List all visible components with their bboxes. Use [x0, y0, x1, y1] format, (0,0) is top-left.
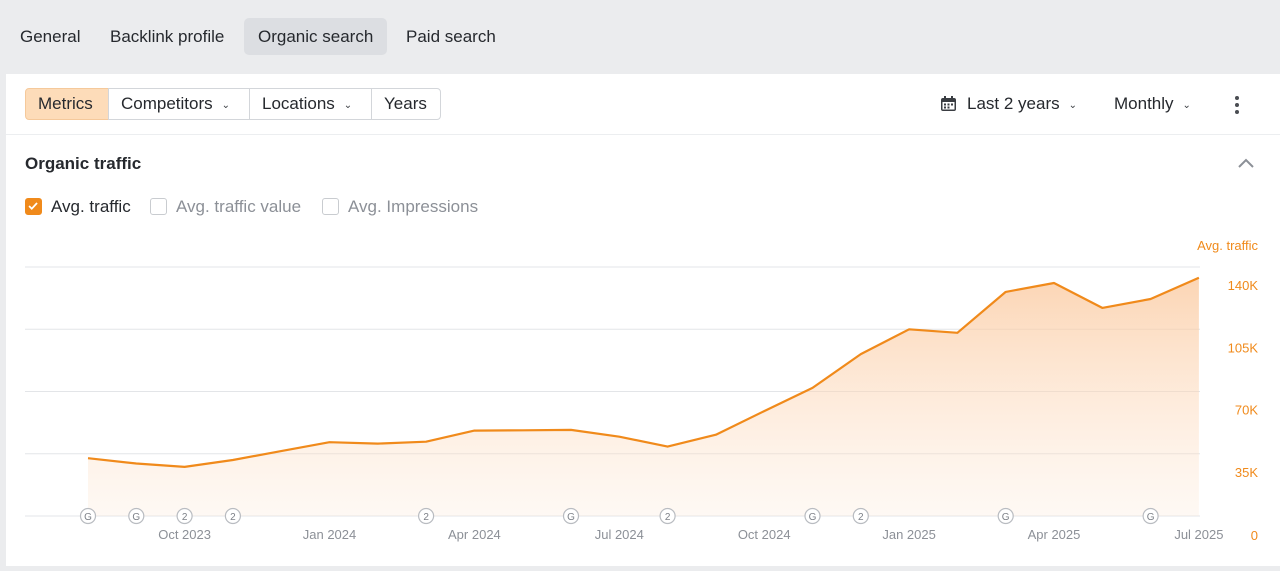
competitors-dropdown[interactable]: Competitors ⌄ — [108, 88, 250, 120]
check-icon — [26, 199, 41, 214]
avg-impressions-label[interactable]: Avg. Impressions — [348, 197, 478, 217]
avg-traffic-value-label[interactable]: Avg. traffic value — [176, 197, 301, 217]
interval-dropdown[interactable]: Monthly ⌄ — [1114, 88, 1191, 120]
annotation-marker-label: G — [1147, 512, 1155, 523]
y-axis-label: Avg. traffic — [1197, 238, 1258, 253]
x-tick-label: Apr 2024 — [448, 527, 501, 542]
more-options-icon[interactable] — [1229, 94, 1245, 116]
annotation-marker-label: 2 — [182, 512, 188, 523]
y-tick-label: 0 — [1251, 528, 1258, 543]
years-label: Years — [384, 94, 427, 113]
chevron-up-icon[interactable] — [1237, 156, 1255, 170]
date-range-label: Last 2 years — [967, 94, 1060, 113]
avg-traffic-value-checkbox[interactable] — [150, 198, 167, 215]
y-tick-label: 105K — [1228, 340, 1259, 355]
traffic-area — [88, 278, 1199, 516]
x-tick-label: Jul 2025 — [1174, 527, 1223, 542]
tab-paid-search[interactable]: Paid search — [392, 18, 510, 55]
chart-svg: G G 2 2 2 G 2 G 2 G G Oct 2023 Jan 2024 Apr 2024 Jul … — [0, 230, 1280, 566]
avg-impressions-checkbox[interactable] — [322, 198, 339, 215]
interval-label: Monthly — [1114, 94, 1174, 113]
calendar-icon — [940, 96, 957, 112]
annotation-marker-label: 2 — [858, 512, 864, 523]
annotation-marker-label: G — [1002, 512, 1010, 523]
annotation-marker-label: G — [809, 512, 817, 523]
x-tick-label: Oct 2023 — [158, 527, 211, 542]
x-tick-label: Jan 2025 — [882, 527, 936, 542]
avg-traffic-checkbox[interactable] — [25, 198, 42, 215]
metrics-button[interactable]: Metrics — [25, 88, 109, 120]
tab-backlink-profile[interactable]: Backlink profile — [96, 18, 238, 55]
chevron-down-icon: ⌄ — [1069, 90, 1077, 122]
chevron-down-icon: ⌄ — [1183, 90, 1191, 122]
locations-label: Locations — [262, 94, 335, 113]
competitors-label: Competitors — [121, 94, 213, 113]
years-button[interactable]: Years — [371, 88, 441, 120]
y-tick-label: 140K — [1228, 278, 1259, 293]
x-tick-label: Jul 2024 — [595, 527, 644, 542]
tab-organic-search[interactable]: Organic search — [244, 18, 387, 55]
chevron-down-icon: ⌄ — [222, 91, 230, 121]
annotation-marker-label: 2 — [423, 512, 429, 523]
date-range-dropdown[interactable]: Last 2 years ⌄ — [967, 88, 1077, 120]
x-tick-label: Oct 2024 — [738, 527, 791, 542]
tab-general[interactable]: General — [6, 18, 94, 55]
annotation-marker-label: G — [567, 512, 575, 523]
locations-dropdown[interactable]: Locations ⌄ — [249, 88, 372, 120]
annotation-marker-label: G — [84, 512, 92, 523]
annotation-marker-label: G — [132, 512, 140, 523]
organic-traffic-chart: G G 2 2 2 G 2 G 2 G G Oct 2023 Jan 2024 Apr 2024 Jul … — [0, 230, 1280, 566]
metrics-label: Metrics — [38, 94, 93, 113]
report-tabs: General Backlink profile Organic search … — [0, 0, 1280, 74]
annotation-marker-label: 2 — [230, 512, 236, 523]
annotation-marker-label: 2 — [665, 512, 671, 523]
section-title: Organic traffic — [25, 154, 141, 174]
x-tick-label: Jan 2024 — [303, 527, 357, 542]
toolbar-divider — [6, 134, 1280, 135]
chevron-down-icon: ⌄ — [344, 91, 352, 121]
y-tick-label: 35K — [1235, 465, 1258, 480]
x-tick-label: Apr 2025 — [1028, 527, 1081, 542]
avg-traffic-label[interactable]: Avg. traffic — [51, 197, 131, 217]
y-tick-label: 70K — [1235, 403, 1258, 418]
